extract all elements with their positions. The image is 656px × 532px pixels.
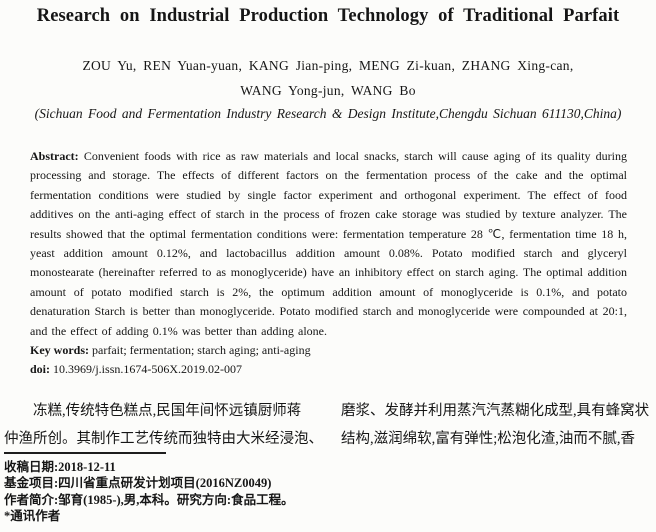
keywords-text: parfait; fermentation; starch aging; ant… — [92, 343, 311, 358]
keywords-line: Key words: parfait; fermentation; starch… — [30, 341, 627, 360]
received-label: 收稿日期: — [4, 460, 59, 474]
footnote-corresponding-author: *通讯作者 — [4, 508, 61, 523]
chinese-body: 冻糕,传统特色糕点,民国年间怀远镇厨师蒋 仲渔所创。其制作工艺传统而独特由大米经… — [4, 398, 652, 453]
chinese-right-line-2: 结构,滋润绵软,富有弹性;松泡化渣,油而不腻,香 — [341, 430, 636, 447]
keywords-label: Key words: — [30, 343, 89, 358]
footnote-received: 收稿日期:2018-12-11 — [4, 459, 644, 475]
footnote-fund: 基金项目:四川省重点研发计划项目(2016NZ0049) — [4, 475, 644, 491]
abstract-paragraph: Abstract: Convenient foods with rice as … — [30, 147, 627, 341]
chinese-left-line-2: 仲渔所创。其制作工艺传统而独特由大米经浸泡、 — [4, 430, 315, 447]
fund-value: 四川省重点研发计划项目(2016NZ0049) — [58, 476, 272, 491]
abstract-section: Abstract: Convenient foods with rice as … — [30, 147, 627, 380]
footnote-divider — [4, 452, 166, 454]
chinese-right-line-1: 磨浆、发酵并利用蒸汽汽蒸糊化成型,具有蜂窝状 — [341, 403, 650, 419]
doi-line: doi: 10.3969/j.issn.1674-506X.2019.02-00… — [30, 360, 627, 379]
authors-line-1: ZOU Yu, REN Yuan-yuan, KANG Jian-ping, M… — [82, 58, 574, 73]
affiliation: (Sichuan Food and Fermentation Industry … — [34, 106, 622, 121]
bio-label: 作者简介: — [4, 492, 59, 507]
chinese-column-left: 冻糕,传统特色糕点,民国年间怀远镇厨师蒋 仲渔所创。其制作工艺传统而独特由大米经… — [4, 398, 315, 453]
footnotes-section: 收稿日期:2018-12-11 基金项目:四川省重点研发计划项目(2016NZ0… — [4, 459, 644, 524]
doi-text: 10.3969/j.issn.1674-506X.2019.02-007 — [53, 362, 243, 377]
abstract-label: Abstract: — [30, 149, 79, 163]
abstract-text: Convenient foods with rice as raw materi… — [30, 149, 627, 338]
footnote-bio: 作者简介:邹育(1985-),男,本科。研究方向:食品工程。 — [4, 492, 644, 508]
doi-label: doi: — [30, 362, 51, 377]
received-value: 2018-12-11 — [58, 460, 116, 474]
chinese-column-right: 磨浆、发酵并利用蒸汽汽蒸糊化成型,具有蜂窝状 结构,滋润绵软,富有弹性;松泡化渣… — [341, 398, 652, 453]
fund-label: 基金项目: — [4, 476, 59, 491]
chinese-left-line-1: 冻糕,传统特色糕点,民国年间怀远镇厨师蒋 — [33, 403, 302, 419]
authors-line-2: WANG Yong-jun, WANG Bo — [240, 83, 416, 98]
page-title: Research on Industrial Production Techno… — [36, 6, 620, 26]
bio-value: 邹育(1985-),男,本科。研究方向:食品工程。 — [58, 492, 294, 507]
